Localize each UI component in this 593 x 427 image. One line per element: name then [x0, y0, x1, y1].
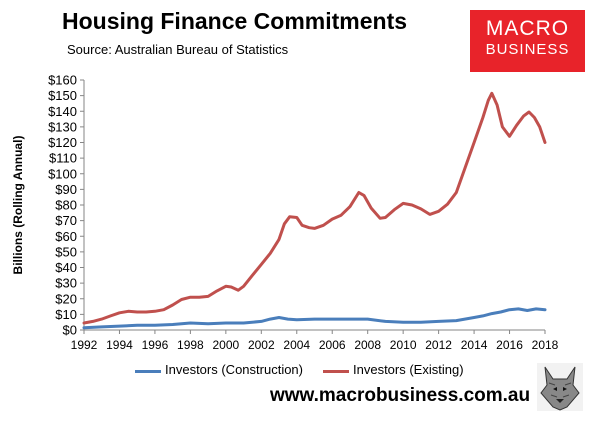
y-tick-label: $30 [55, 276, 77, 291]
x-tick-label: 2010 [390, 338, 417, 352]
chart-title: Housing Finance Commitments [62, 8, 408, 34]
legend-label-construction: Investors (Construction) [165, 362, 303, 377]
series-line-construction [82, 307, 547, 330]
line-chart: $0$10$20$30$40$50$60$70$80$90$100$110$12… [11, 73, 559, 353]
footer-url: www.macrobusiness.com.au [270, 385, 531, 406]
y-tick-label: $60 [55, 229, 77, 244]
x-tick-label: 2008 [354, 338, 381, 352]
legend-label-existing: Investors (Existing) [353, 362, 464, 377]
x-tick-label: 2012 [425, 338, 452, 352]
y-tick-label: $150 [48, 88, 77, 103]
y-tick-label: $90 [55, 182, 77, 197]
series-line-existing [82, 91, 547, 325]
x-tick-label: 1996 [142, 338, 169, 352]
x-tick-label: 2014 [461, 338, 488, 352]
y-tick-label: $140 [48, 104, 77, 119]
x-tick-label: 2004 [283, 338, 310, 352]
x-tick-label: 1994 [106, 338, 133, 352]
x-tick-label: 2016 [496, 338, 523, 352]
x-tick-label: 2018 [532, 338, 559, 352]
x-tick-label: 1992 [71, 338, 98, 352]
logo-line-2: BUSINESS [485, 41, 570, 58]
legend-swatch-existing [323, 370, 349, 373]
y-tick-label: $160 [48, 73, 77, 88]
macro-business-logo: MACRO BUSINESS [470, 10, 585, 72]
x-tick-label: 2000 [212, 338, 239, 352]
y-tick-label: $0 [63, 323, 77, 338]
chart-series-lines [82, 91, 547, 330]
y-tick-label: $80 [55, 198, 77, 213]
x-tick-label: 1998 [177, 338, 204, 352]
chart-subtitle: Source: Australian Bureau of Statistics [67, 42, 289, 57]
x-tick-label: 2006 [319, 338, 346, 352]
legend-swatch-construction [135, 370, 161, 373]
y-tick-label: $110 [49, 151, 77, 166]
x-tick-label: 2002 [248, 338, 275, 352]
logo-line-1: MACRO [485, 17, 570, 40]
y-tick-label: $120 [48, 135, 77, 150]
y-tick-label: $20 [55, 291, 77, 306]
y-tick-label: $10 [55, 307, 77, 322]
y-tick-label: $50 [55, 244, 77, 259]
y-tick-label: $130 [48, 119, 77, 134]
y-tick-label: $70 [55, 213, 77, 228]
y-axis-label: Billions (Rolling Annual) [11, 136, 25, 275]
y-tick-label: $100 [48, 166, 77, 181]
y-tick-label: $40 [55, 260, 77, 275]
chart-axes: $0$10$20$30$40$50$60$70$80$90$100$110$12… [48, 73, 559, 353]
wolf-head-icon [537, 363, 583, 411]
